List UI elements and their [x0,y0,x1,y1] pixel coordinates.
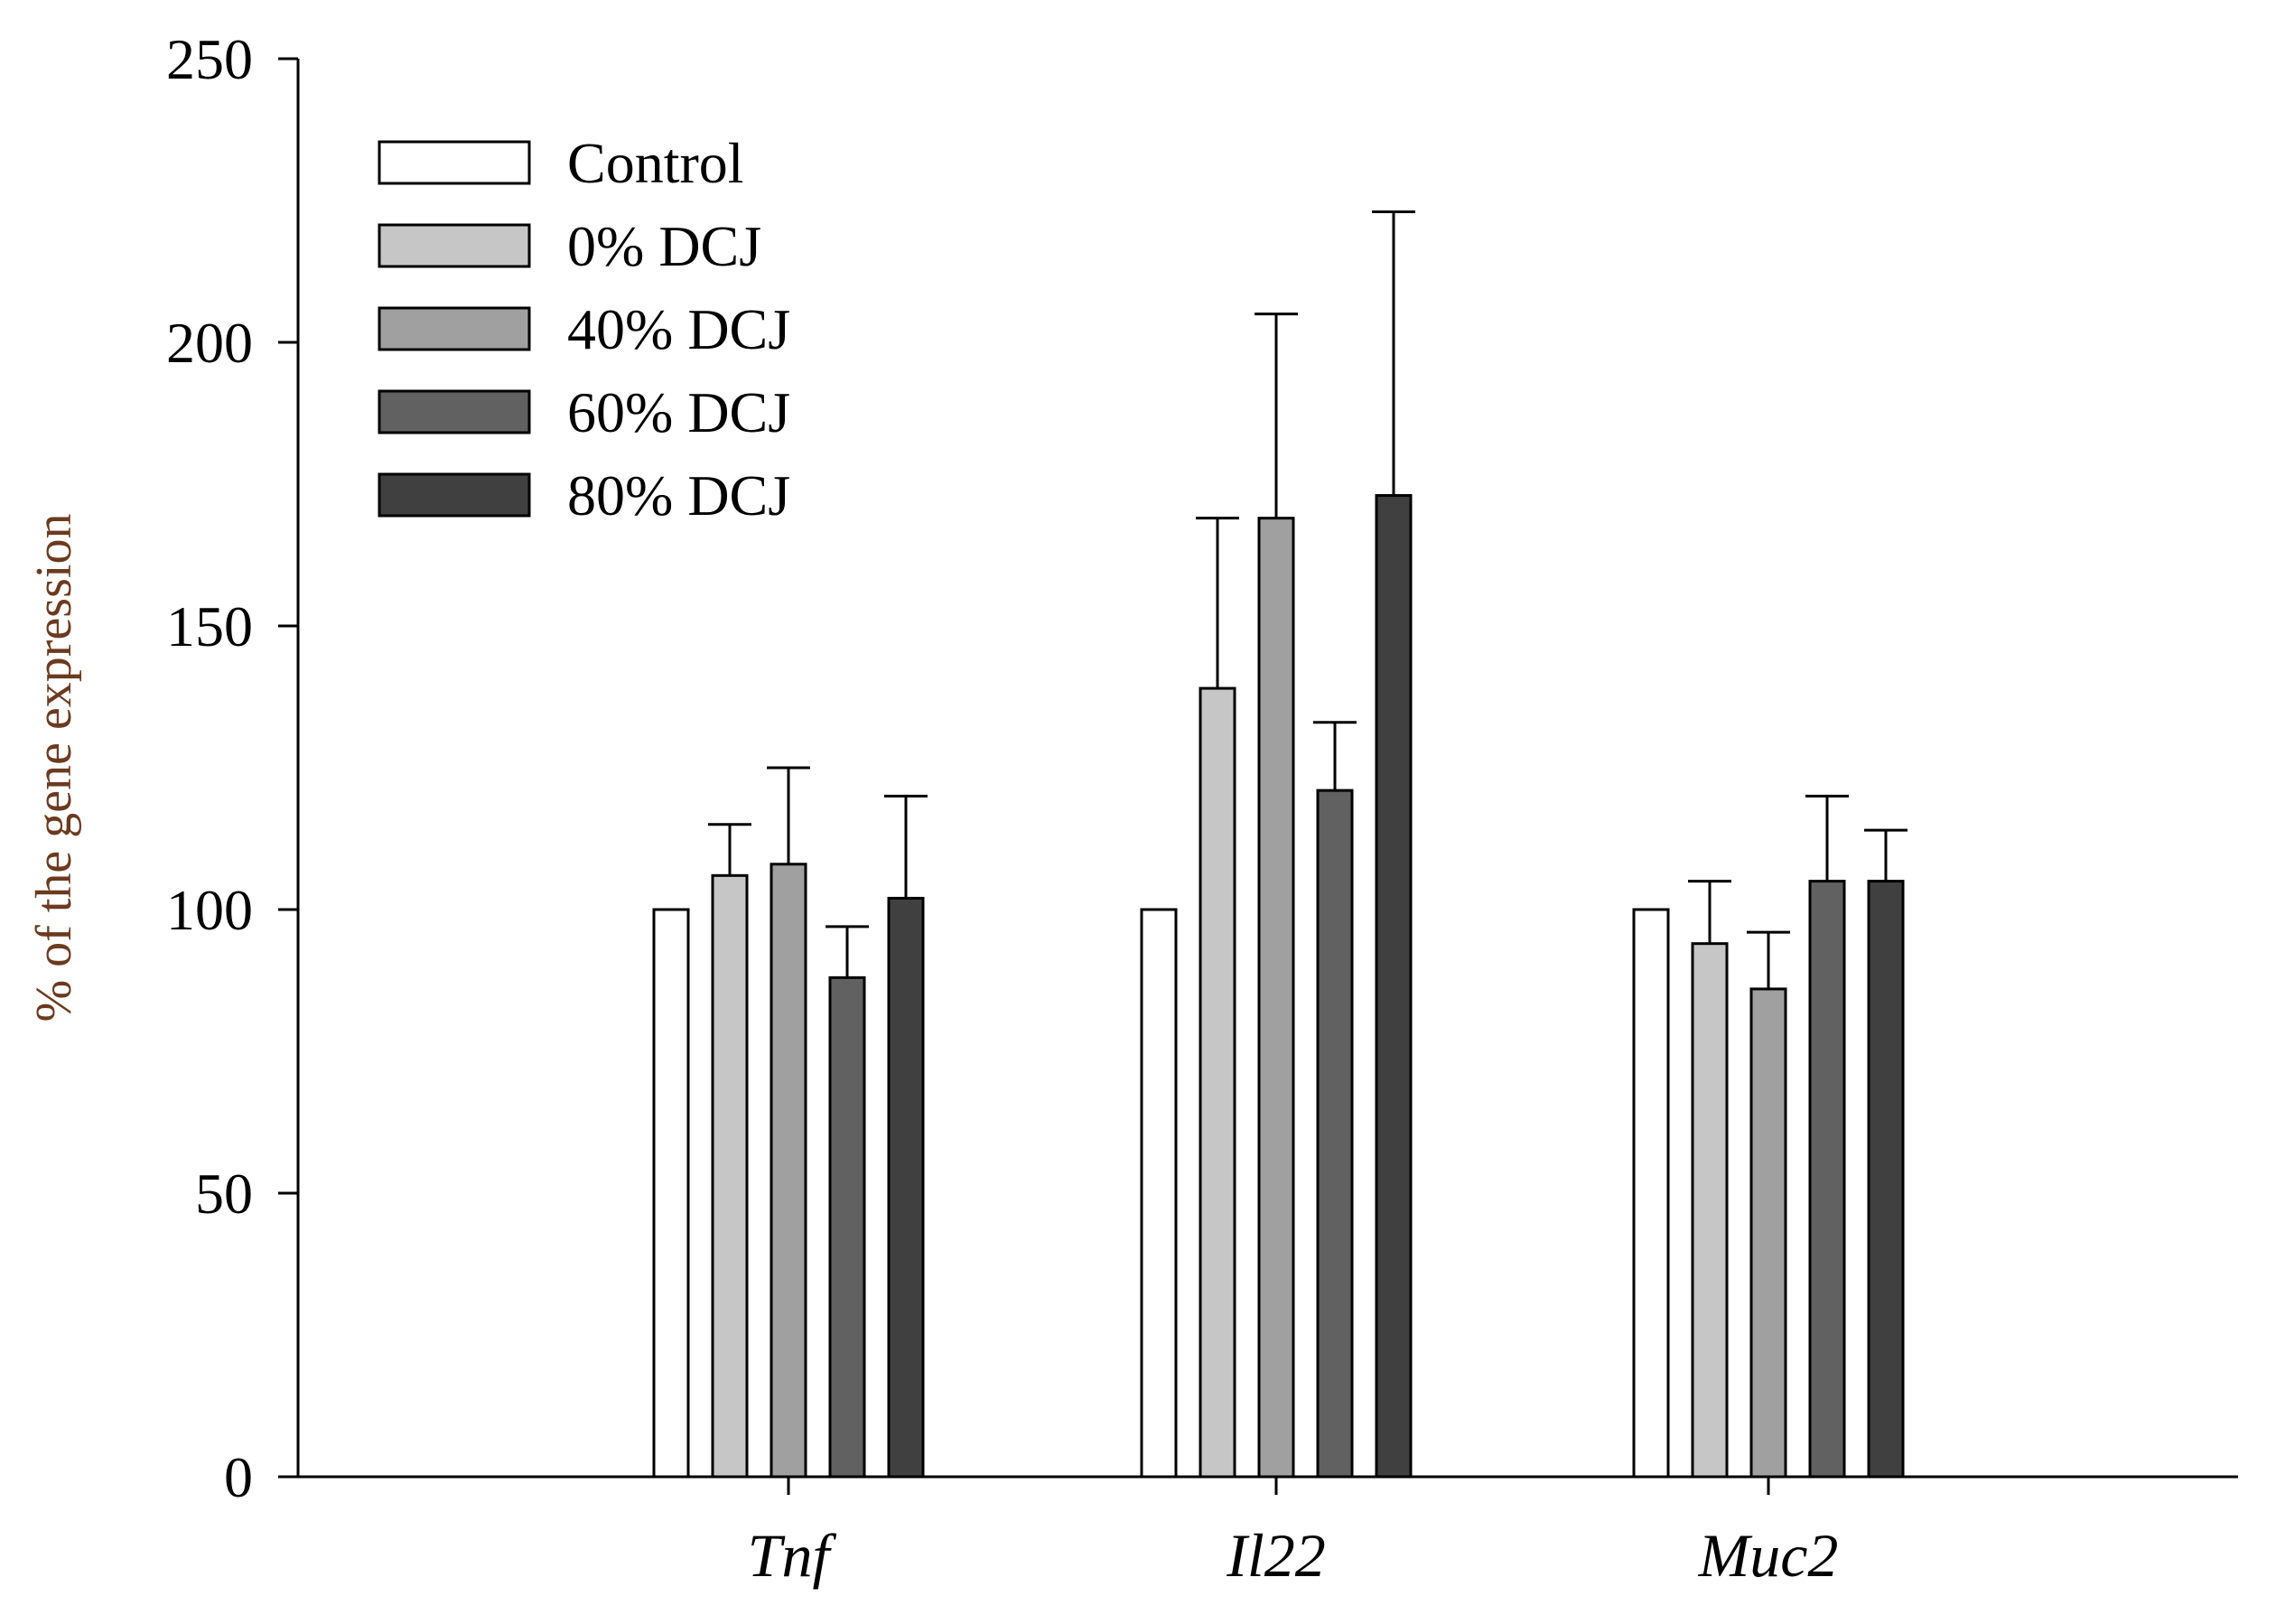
legend-label-40pct-dcj: 40% DCJ [567,297,790,361]
legend-swatch-60pct-dcj [378,389,531,434]
legend-label-60pct-dcj: 60% DCJ [567,380,790,444]
bar-control-il22 [1140,908,1178,1479]
legend-swatch-80pct-dcj [378,472,531,518]
bar-control-muc2 [1632,908,1670,1479]
bar-40pct-dcj-il22 [1257,517,1295,1479]
bars-layer [652,494,1905,1479]
y-tick-label: 200 [166,311,253,375]
bar-0pct-dcj-muc2 [1691,942,1729,1479]
bar-80pct-dcj-muc2 [1867,880,1905,1479]
bar-0pct-dcj-tnf [711,873,749,1479]
bar-80pct-dcj-il22 [1375,494,1413,1479]
y-tick-label: 250 [166,27,253,91]
legend-label-0pct-dcj: 0% DCJ [567,214,761,278]
x-tick-label-il22: Il22 [1226,1521,1326,1590]
bar-60pct-dcj-tnf [828,975,866,1479]
bar-60pct-dcj-il22 [1316,789,1354,1479]
legend: Control 0% DCJ 40% DCJ 60% DCJ 80% DCJ [378,131,790,527]
x-tick-label-tnf: Tnf [748,1521,837,1590]
legend-swatch-0pct-dcj [378,223,531,268]
legend-swatch-40pct-dcj [378,306,531,351]
bar-40pct-dcj-tnf [770,863,807,1479]
y-axis-label: % of the gene expression [26,514,82,1022]
error-bars-layer [708,210,1908,989]
bar-60pct-dcj-muc2 [1808,880,1846,1479]
y-tick-label: 150 [166,594,253,658]
legend-label-control: Control [567,131,744,195]
bar-40pct-dcj-muc2 [1749,987,1787,1479]
bar-control-tnf [652,908,690,1479]
y-tick-label: 100 [166,878,253,942]
legend-label-80pct-dcj: 80% DCJ [567,463,790,527]
bar-0pct-dcj-il22 [1199,686,1236,1479]
y-tick-label: 0 [224,1445,253,1509]
legend-swatch-control [378,140,531,185]
axes-layer: 0 50 100 150 200 250 Tnf Il22 Muc2 [166,27,2238,1590]
x-tick-label-muc2: Muc2 [1698,1521,1839,1590]
bar-80pct-dcj-tnf [887,896,925,1479]
y-tick-label: 50 [195,1162,253,1226]
